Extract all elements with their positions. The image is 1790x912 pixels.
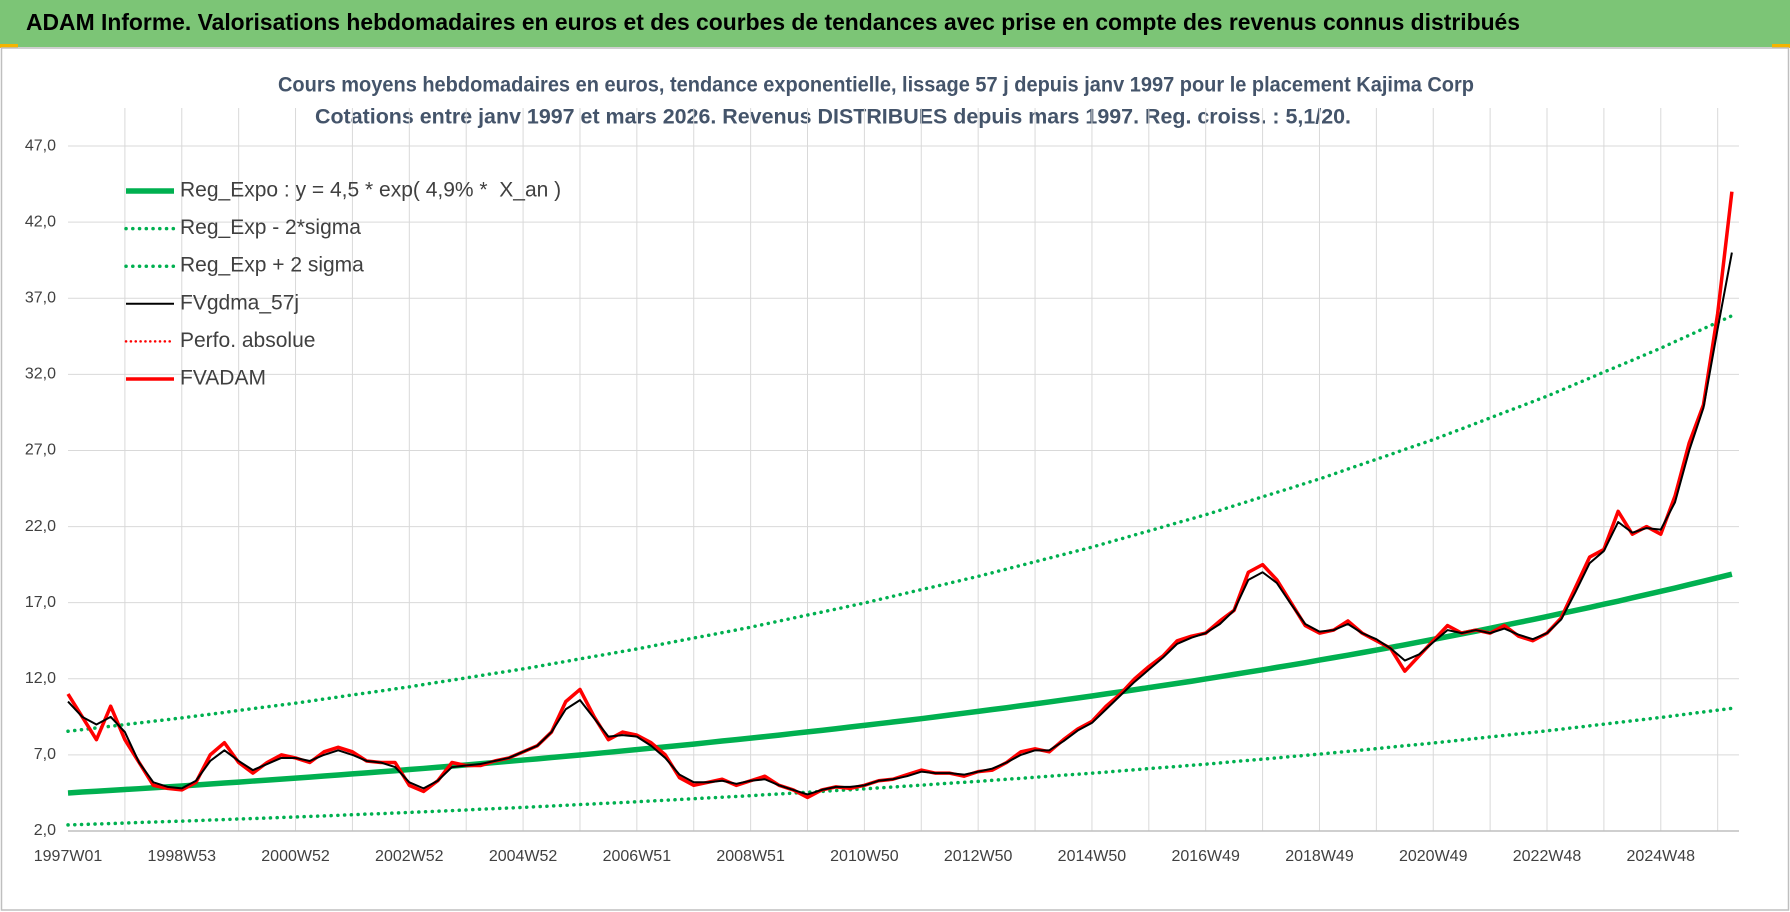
y-tick-label: 37,0 [25, 289, 56, 306]
x-tick-label: 2024W48 [1627, 848, 1696, 865]
frame [0, 47, 1790, 911]
x-tick-label: 2018W49 [1285, 848, 1354, 865]
y-tick-label: 7,0 [34, 746, 56, 763]
y-tick-label: 32,0 [25, 366, 56, 383]
legend-label: Reg_Exp + 2 sigma [180, 254, 364, 277]
chart-title: Cours moyens hebdomadaires en euros, ten… [278, 74, 1474, 97]
y-tick-label: 12,0 [25, 670, 56, 687]
x-tick-label: 1997W01 [34, 848, 103, 865]
series-line [67, 252, 1733, 796]
legend-label: Reg_Exp - 2*sigma [180, 216, 361, 239]
header-bar [0, 0, 1790, 47]
series-line [67, 571, 1733, 796]
series-line [66, 706, 1734, 827]
x-tick-label: 2008W51 [716, 848, 785, 865]
x-tick-label: 2022W48 [1513, 848, 1582, 865]
x-tick-label: 2010W50 [830, 848, 899, 865]
y-tick-label: 22,0 [25, 518, 56, 535]
corner-mark [1772, 44, 1790, 48]
legend-label: Perfo. absolue [180, 329, 315, 352]
corner-mark [0, 44, 18, 48]
series-line [66, 314, 1734, 734]
header-title: ADAM Informe. Valorisations hebdomadaire… [26, 9, 1520, 35]
y-tick-label: 27,0 [25, 442, 56, 459]
x-tick-label: 1998W53 [148, 848, 217, 865]
y-tick-label: 47,0 [25, 137, 56, 154]
x-tick-label: 2012W50 [944, 848, 1013, 865]
x-tick-label: 2016W49 [1171, 848, 1240, 865]
x-tick-label: 2006W51 [603, 848, 672, 865]
legend-label: FVgdma_57j [180, 291, 299, 314]
x-tick-label: 2002W52 [375, 848, 444, 865]
legend-label: Reg_Expo : y = 4,5 * exp( 4,9% * X_an ) [180, 179, 561, 202]
x-tick-label: 2020W49 [1399, 848, 1468, 865]
y-tick-label: 2,0 [34, 822, 56, 839]
x-tick-label: 2000W52 [261, 848, 330, 865]
x-tick-label: 2014W50 [1058, 848, 1127, 865]
legend-label: FVADAM [180, 367, 266, 390]
x-tick-label: 2004W52 [489, 848, 558, 865]
series-line [66, 191, 1734, 800]
y-tick-label: 17,0 [25, 594, 56, 611]
y-tick-label: 42,0 [25, 213, 56, 230]
chart-subtitle: Cotations entre janv 1997 et mars 2026. … [315, 106, 1351, 129]
